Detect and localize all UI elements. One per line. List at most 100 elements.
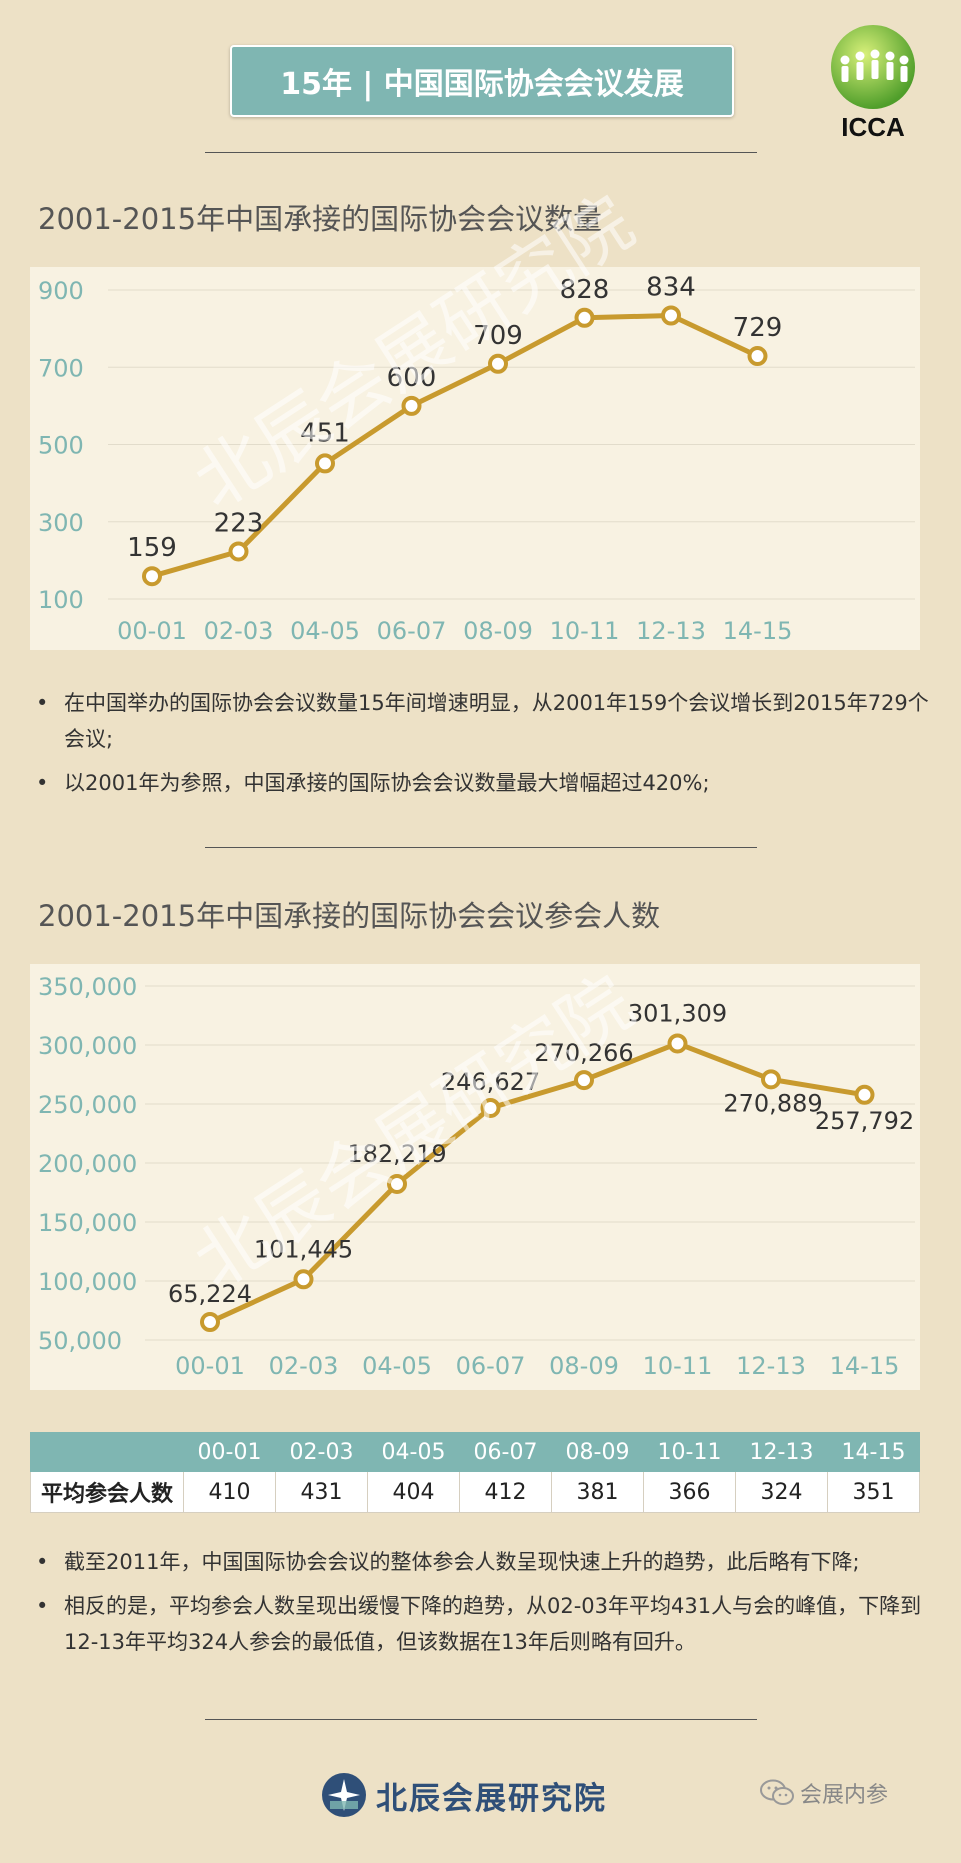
data-point: [667, 1033, 688, 1054]
icca-logo: ICCA: [818, 22, 928, 142]
data-point: [387, 1173, 407, 1194]
data-point: [228, 541, 249, 562]
series-line: [151, 312, 759, 579]
table-header: 08-09: [551, 1432, 644, 1472]
data-point: [661, 305, 681, 326]
table-header: 02-03: [275, 1432, 368, 1472]
chart-meetings-count: 100 300 500 700 900 00-01 02-03 04-05 06-07 08-09…: [30, 267, 920, 650]
brand-name: 北辰会展研究院: [376, 1780, 607, 1817]
data-label: 101,445: [254, 1235, 353, 1263]
section-title: 2001-2015年中国承接的国际协会会议数量: [38, 202, 603, 236]
y-tick-label: 300: [38, 509, 84, 537]
y-tick-label: 300,000: [38, 1032, 137, 1060]
data-point: [574, 307, 595, 328]
y-tick-label: 350,000: [38, 973, 137, 1001]
x-tick-label: 06-07: [456, 1352, 526, 1380]
bullet-item: 截至2011年，中国国际协会会议的整体参会人数呈现快速上升的趋势，此后略有下降;: [30, 1544, 945, 1580]
table-cell: 412: [459, 1471, 552, 1513]
divider: [205, 152, 757, 153]
x-tick-label: 14-15: [723, 617, 793, 645]
x-tick-label: 10-11: [643, 1352, 713, 1380]
section2-bullets: 截至2011年，中国国际协会会议的整体参会人数呈现快速上升的趋势，此后略有下降;…: [30, 1544, 945, 1668]
table-header: 14-15: [827, 1432, 920, 1472]
table-cell: 381: [551, 1471, 644, 1513]
x-tick-label: 14-15: [830, 1352, 900, 1380]
data-label: 600: [387, 363, 437, 393]
x-tick-label: 04-05: [290, 617, 360, 645]
section1-bullets: 在中国举办的国际协会会议数量15年间增速明显，从2001年159个会议增长到20…: [30, 685, 945, 809]
data-label: 246,627: [441, 1068, 540, 1096]
divider: [205, 847, 757, 848]
data-point: [142, 566, 162, 587]
x-tick-label: 06-07: [377, 617, 447, 645]
wechat-icon: [760, 1779, 794, 1805]
table-corner: [30, 1432, 184, 1472]
data-label: 729: [733, 313, 783, 343]
table-header: 00-01: [183, 1432, 276, 1472]
table-header-row: 00-01 02-03 04-05 06-07 08-09 10-11 12-1…: [30, 1432, 920, 1472]
data-label: 451: [300, 418, 350, 448]
x-tick-label: 10-11: [550, 617, 620, 645]
y-tick-label: 500: [38, 432, 84, 460]
y-tick-label: 200,000: [38, 1150, 137, 1178]
table-cell: 404: [367, 1471, 460, 1513]
data-point: [200, 1312, 220, 1333]
table-header: 10-11: [643, 1432, 736, 1472]
data-label: 301,309: [628, 999, 727, 1027]
x-tick-label: 08-09: [463, 617, 533, 645]
data-point: [480, 1097, 501, 1118]
bullet-item: 以2001年为参照，中国承接的国际协会会议数量最大增幅超过420%;: [30, 765, 945, 801]
wechat-account: 会展内参: [760, 1777, 888, 1809]
data-point: [854, 1084, 875, 1105]
table-cell: 366: [643, 1471, 736, 1513]
data-point: [401, 395, 422, 416]
data-point: [488, 353, 508, 374]
x-tick-label: 00-01: [117, 617, 187, 645]
table-cell: 351: [827, 1471, 920, 1513]
data-point: [315, 453, 335, 474]
x-tick-label: 12-13: [636, 617, 706, 645]
table-cell: 410: [183, 1471, 276, 1513]
x-tick-label: 04-05: [362, 1352, 432, 1380]
y-tick-label: 250,000: [38, 1091, 137, 1119]
x-tick-label: 00-01: [175, 1352, 245, 1380]
footer-brand: 北辰会展研究院: [320, 1770, 607, 1820]
y-tick-label: 100: [38, 586, 84, 614]
table-cell: 324: [735, 1471, 828, 1513]
table-row-label: 平均参会人数: [30, 1471, 184, 1513]
series-line: [208, 1040, 865, 1325]
brand-logo-icon: [322, 1773, 366, 1817]
table-header: 12-13: [735, 1432, 828, 1472]
bullet-item: 在中国举办的国际协会会议数量15年间增速明显，从2001年159个会议增长到20…: [30, 685, 945, 757]
x-tick-label: 12-13: [736, 1352, 806, 1380]
data-label: 159: [127, 533, 177, 563]
data-label: 223: [214, 508, 264, 538]
table-header: 04-05: [367, 1432, 460, 1472]
section-title: 2001-2015年中国承接的国际协会会议参会人数: [38, 899, 661, 933]
table-cell: 431: [275, 1471, 368, 1513]
page-title: 15年 | 中国国际协会会议发展: [230, 45, 734, 117]
data-label: 65,224: [168, 1280, 252, 1308]
data-label: 834: [646, 272, 696, 302]
table-row: 平均参会人数 410 431 404 412 381 366 324 351: [30, 1471, 920, 1513]
y-tick-label: 700: [38, 354, 84, 382]
y-tick-label: 150,000: [38, 1209, 137, 1237]
x-tick-label: 02-03: [204, 617, 274, 645]
data-label: 257,792: [815, 1107, 914, 1135]
data-label: 270,266: [534, 1039, 633, 1067]
x-tick-label: 08-09: [549, 1352, 619, 1380]
data-point: [293, 1269, 314, 1290]
y-tick-label: 50,000: [38, 1327, 122, 1355]
y-tick-label: 100,000: [38, 1268, 137, 1296]
divider: [205, 1719, 757, 1720]
data-point: [747, 346, 768, 367]
data-label: 182,219: [347, 1140, 446, 1168]
data-point: [761, 1069, 781, 1090]
x-tick-label: 02-03: [269, 1352, 339, 1380]
svg-text:ICCA: ICCA: [841, 112, 905, 142]
data-label: 828: [560, 275, 610, 305]
bullet-item: 相反的是，平均参会人数呈现出缓慢下降的趋势，从02-03年平均431人与会的峰值…: [30, 1588, 945, 1660]
chart-attendees: 50,000 100,000 150,000 200,000 250,000 300,00…: [30, 964, 920, 1390]
table-header: 06-07: [459, 1432, 552, 1472]
data-point: [574, 1070, 594, 1091]
